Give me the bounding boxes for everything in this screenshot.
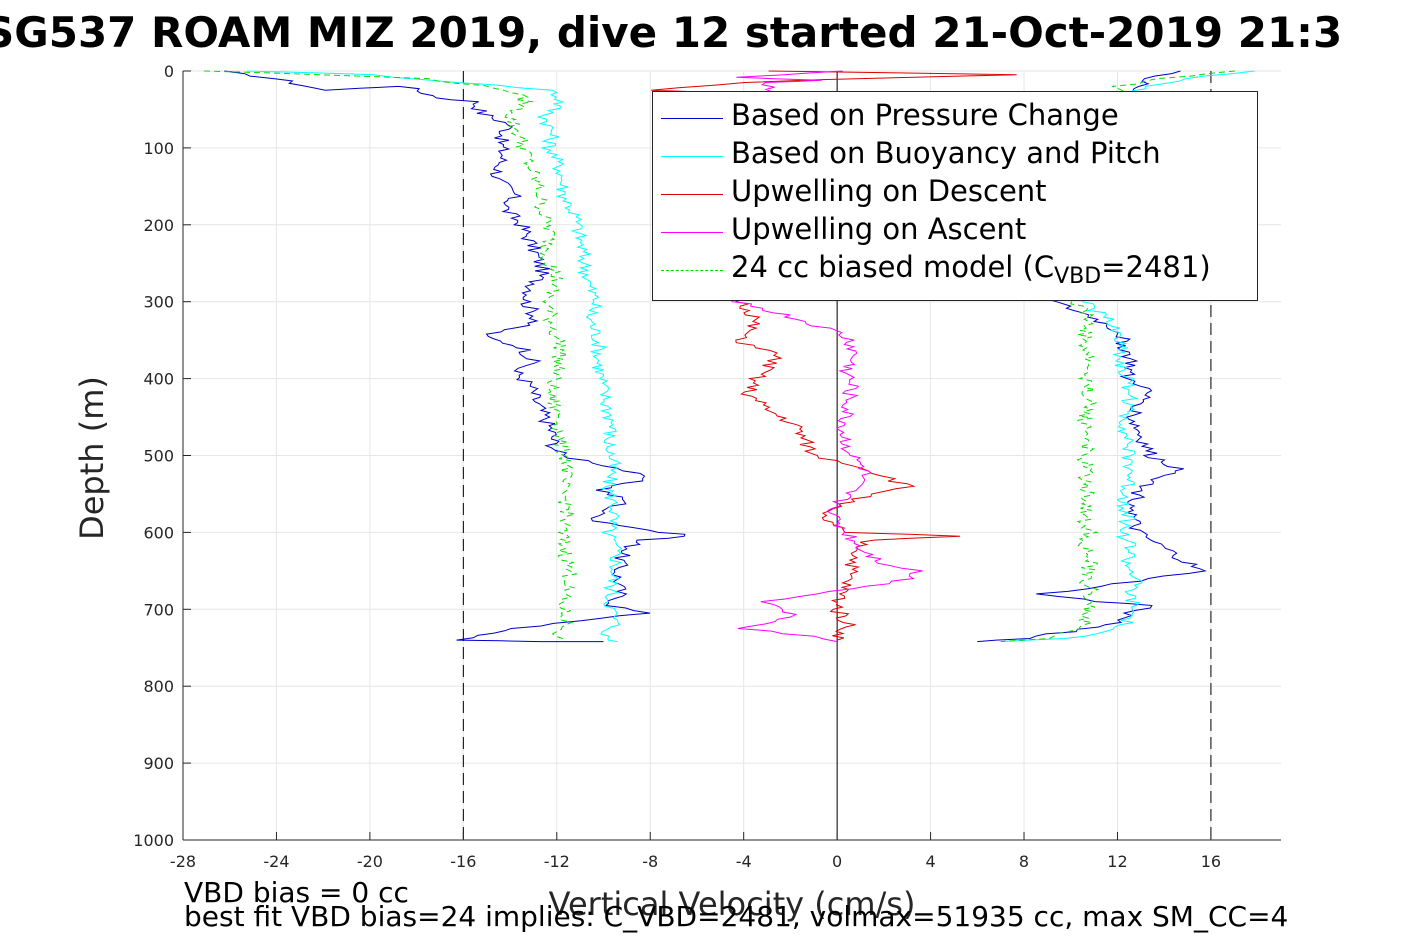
x-tick-label: 4 xyxy=(925,852,935,871)
series-line-1 xyxy=(246,70,623,643)
y-tick-label: 700 xyxy=(143,600,174,619)
x-tick-label: -16 xyxy=(450,852,476,871)
y-tick-label: 400 xyxy=(143,370,174,389)
legend-item-buoyancy-pitch: Based on Buoyancy and Pitch xyxy=(653,134,1257,172)
x-tick-label: -24 xyxy=(263,852,289,871)
y-tick-label: 600 xyxy=(143,523,174,542)
axes-group xyxy=(182,70,1281,841)
x-tick-label: -28 xyxy=(170,852,196,871)
legend-line-pressure-change xyxy=(661,118,723,119)
x-tick-label: -8 xyxy=(642,852,658,871)
chart-title: SG537 ROAM MIZ 2019, dive 12 started 21-… xyxy=(0,8,1417,58)
x-tick-label: 16 xyxy=(1201,852,1221,871)
legend-item-upwelling-descent: Upwelling on Descent xyxy=(653,172,1257,210)
y-tick-label: 200 xyxy=(143,216,174,235)
footer-best-fit: best fit VBD bias=24 implies: C_VBD=2481… xyxy=(184,900,1289,933)
legend-line-buoyancy-pitch xyxy=(661,156,723,157)
legend-item-upwelling-ascent: Upwelling on Ascent xyxy=(653,210,1257,248)
legend-line-upwelling-descent xyxy=(661,194,723,195)
x-axis-label: Vertical Velocity (cm/s) xyxy=(549,885,916,923)
footer-vbd-bias: VBD bias = 0 cc xyxy=(184,876,409,909)
y-tick-label: 500 xyxy=(143,447,174,466)
legend: Based on Pressure Change Based on Buoyan… xyxy=(652,91,1258,301)
y-tick-label: 900 xyxy=(143,754,174,773)
x-tick-labels: -28 -24 -20 -16 -12 -8 -4 0 4 8 12 16 xyxy=(170,852,1221,871)
x-tick-label: -20 xyxy=(357,852,383,871)
x-tick-label: 0 xyxy=(832,852,842,871)
legend-label-pressure-change: Based on Pressure Change xyxy=(731,98,1119,132)
series-line-0 xyxy=(224,70,686,643)
x-tick-label: 12 xyxy=(1107,852,1127,871)
legend-label-buoyancy-pitch: Based on Buoyancy and Pitch xyxy=(731,136,1161,170)
x-tick-label: -4 xyxy=(736,852,752,871)
x-tick-label: -12 xyxy=(544,852,570,871)
legend-label-biased-model-sub: VBD xyxy=(1054,264,1102,289)
legend-label-biased-model: 24 cc biased model (CVBD=2481) xyxy=(731,250,1211,289)
y-tick-label: 100 xyxy=(143,139,174,158)
series-line-2 xyxy=(204,70,579,643)
y-tick-label: 0 xyxy=(164,62,174,81)
legend-item-pressure-change: Based on Pressure Change xyxy=(653,96,1257,134)
y-tick-label: 1000 xyxy=(133,831,174,850)
y-axis-label: Depth (m) xyxy=(73,376,111,540)
legend-item-biased-model: 24 cc biased model (CVBD=2481) xyxy=(653,248,1257,289)
legend-label-upwelling-descent: Upwelling on Descent xyxy=(731,174,1047,208)
legend-label-biased-model-end: =2481) xyxy=(1101,250,1211,284)
legend-label-biased-model-main: 24 cc biased model (C xyxy=(731,250,1055,284)
chart-title-text: SG537 ROAM MIZ 2019, dive 12 started 21-… xyxy=(0,8,1343,57)
legend-label-upwelling-ascent: Upwelling on Ascent xyxy=(731,212,1027,246)
legend-line-upwelling-ascent xyxy=(661,232,723,233)
y-tick-label: 300 xyxy=(143,293,174,312)
legend-line-biased-model xyxy=(661,270,723,271)
y-tick-label: 800 xyxy=(143,677,174,696)
x-tick-label: 8 xyxy=(1019,852,1029,871)
y-tick-labels: 0 100 200 300 400 500 600 700 800 900 1000 xyxy=(133,62,174,850)
